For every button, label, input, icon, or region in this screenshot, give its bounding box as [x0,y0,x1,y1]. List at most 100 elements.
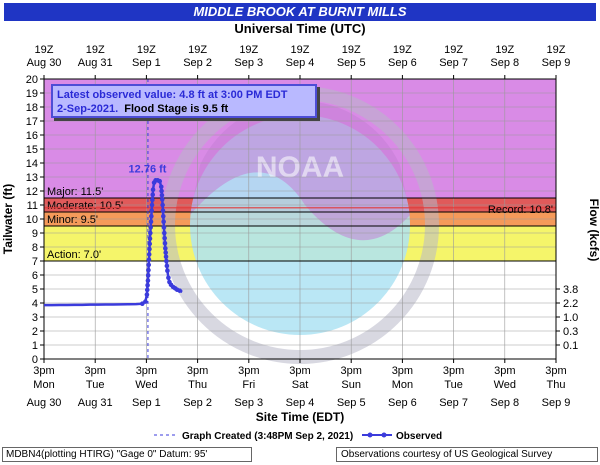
observed-point [162,240,168,246]
latest-observation-date: 2-Sep-2021. [57,103,119,115]
peak-label: 12.76 ft [129,163,167,175]
flow-tick-label: 1.0 [563,312,578,324]
flow-tick-label: 0.3 [563,326,578,338]
y-tick-label: 16 [26,130,38,142]
observed-point [159,188,164,194]
observed-point [159,197,165,202]
top-tick-date: Aug 31 [78,57,113,69]
observed-point [145,273,151,278]
observed-point [164,258,169,264]
observed-point [160,202,165,208]
y-tick-label: 13 [26,172,38,184]
x-tick-day: Thu [547,379,566,391]
y-tick-label: 18 [26,102,38,114]
top-tick-time: 19Z [393,44,412,56]
flood-category-label: Moderate: 10.5' [47,200,123,212]
observed-point [145,278,151,283]
top-tick-date: Sep 8 [490,57,519,69]
observed-point [149,202,155,208]
y-tick-label: 1 [32,340,38,352]
top-tick-date: Aug 30 [27,57,62,69]
x-tick-day: Wed [494,379,516,391]
top-tick-date: Sep 2 [183,57,212,69]
observed-point [147,246,152,252]
x-tick-date: Sep 9 [542,397,571,409]
gage-datum-footer: MDBN4(plotting HTIRG) "Gage 0" Datum: 95… [2,447,252,462]
x-tick-date: Aug 31 [78,397,113,409]
top-tick-date: Sep 9 [542,57,571,69]
observed-point [162,235,167,241]
top-tick-date: Sep 4 [286,57,315,69]
y-tick-label: 4 [32,298,38,310]
observed-point [163,254,169,260]
x-tick-time: 3pm [289,365,310,377]
observed-point [149,208,154,213]
chart-title: MIDDLE BROOK AT BURNT MILLS [193,4,407,19]
observed-point [144,287,150,293]
observed-point [149,213,154,219]
observed-point [163,246,168,251]
observed-point [143,299,148,304]
top-tick-date: Sep 1 [132,57,161,69]
x-tick-time: 3pm [443,365,464,377]
y-tick-label: 0 [32,354,38,366]
x-tick-date: Sep 8 [490,397,519,409]
flow-axis-title: Flow (kcfs) [587,199,600,262]
x-tick-day: Sat [292,379,309,391]
y-tick-label: 17 [26,116,38,128]
y-tick-label: 14 [26,158,38,170]
observed-point [150,192,156,198]
observed-point [146,252,152,257]
legend-created-label: Graph Created (3:48PM Sep 2, 2021) [182,431,353,442]
top-tick-date: Sep 3 [234,57,263,69]
observed-point [150,187,156,192]
y-tick-label: 8 [32,242,38,254]
y-tick-label: 20 [26,74,38,86]
top-tick-time: 19Z [547,44,566,56]
observed-point [146,267,151,273]
y-tick-label: 19 [26,88,38,100]
top-tick-time: 19Z [86,44,105,56]
x-axis-title: Site Time (EDT) [256,410,344,424]
x-tick-time: 3pm [136,365,157,377]
observed-point [160,213,166,219]
flood-category-label: Major: 11.5' [47,186,103,198]
top-tick-date: Sep 6 [388,57,417,69]
x-tick-date: Sep 4 [286,397,315,409]
observed-point [165,268,170,274]
top-axis-title: Universal Time (UTC) [234,21,366,36]
x-tick-day: Fri [242,379,255,391]
x-tick-date: Sep 5 [337,397,366,409]
x-tick-date: Sep 2 [183,397,212,409]
top-tick-date: Sep 7 [439,57,468,69]
observed-point [145,282,150,288]
observed-point [147,236,153,241]
x-tick-date: Sep 6 [388,397,417,409]
y-tick-label: 15 [26,144,38,156]
top-tick-time: 19Z [137,44,156,56]
x-tick-time: 3pm [84,365,105,377]
flow-tick-label: 0.1 [563,340,578,352]
top-tick-time: 19Z [444,44,463,56]
x-tick-time: 3pm [545,365,566,377]
top-tick-time: 19Z [495,44,514,56]
observed-point [147,241,153,247]
flood-category-label: Minor: 9.5' [47,214,98,226]
y-tick-label: 7 [32,256,38,268]
y-tick-label: 2 [32,326,38,338]
top-tick-time: 19Z [188,44,207,56]
observed-point [161,225,167,230]
flood-category-label: Action: 7.0' [47,249,101,261]
credits-footer: Observations courtesy of US Geological S… [336,447,598,462]
x-tick-date: Sep 3 [234,397,263,409]
flood-stage-note: Flood Stage is 9.5 ft [124,103,229,115]
y-tick-label: 9 [32,228,38,240]
x-tick-day: Mon [33,379,54,391]
flow-tick-label: 3.8 [563,284,578,296]
y-tick-label: 11 [27,200,38,212]
latest-observation-box: Latest observed value: 4.8 ft at 3:00 PM… [51,84,317,118]
x-tick-day: Wed [135,379,157,391]
x-tick-time: 3pm [340,365,361,377]
x-tick-time: 3pm [238,365,259,377]
